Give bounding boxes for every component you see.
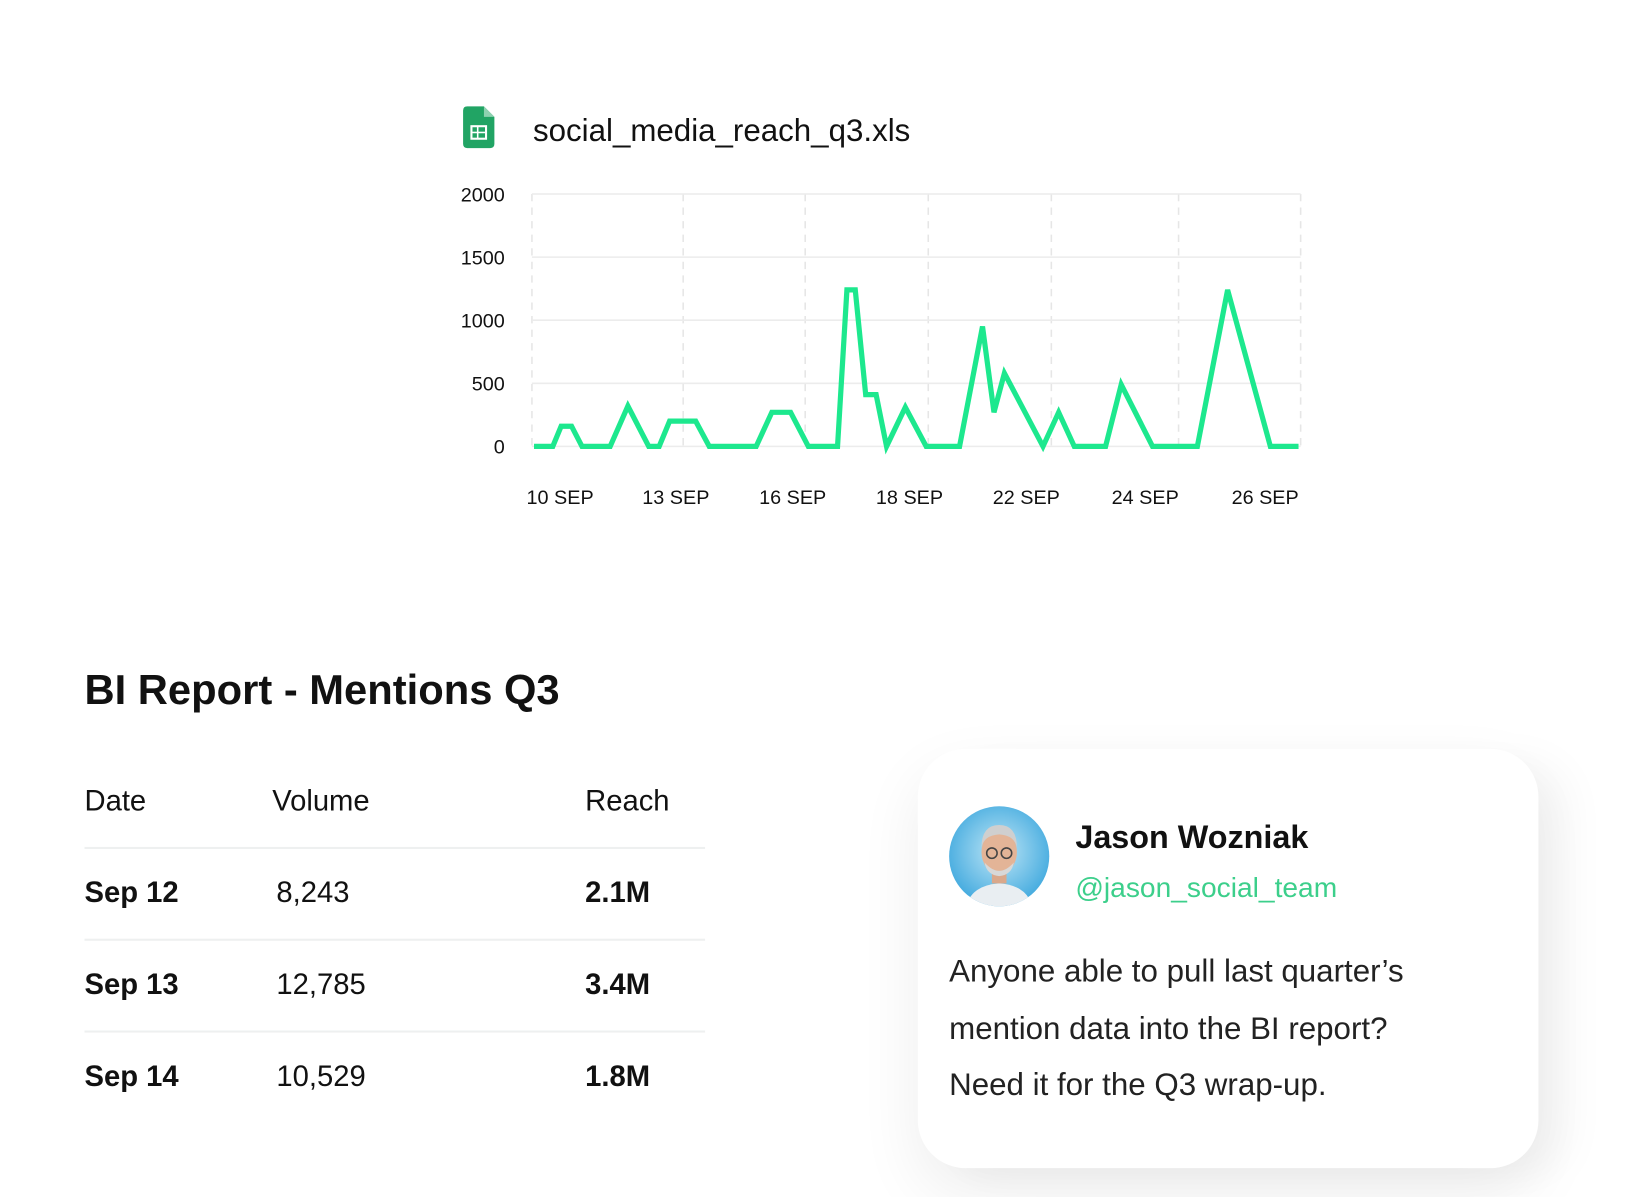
row-divider — [84, 846, 706, 850]
table-cell: 2.1M — [585, 876, 651, 909]
table-cell: 10,529 — [276, 1059, 366, 1093]
column-header: Date — [84, 784, 147, 817]
row-divider — [84, 1030, 706, 1033]
table-cell: Sep 14 — [84, 1059, 179, 1093]
report-title: BI Report - Mentions Q3 — [84, 667, 560, 714]
column-header: Reach — [585, 784, 670, 817]
chart: social_media_reach_q3.xls 0 500 1000 1500 20… — [461, 106, 1302, 509]
message-line: Anyone able to pull last quarter’s — [949, 954, 1404, 989]
table-cell: 8,243 — [276, 876, 350, 909]
author-name: Jason Wozniak — [1075, 818, 1309, 856]
y-tick-label: 1000 — [461, 311, 505, 333]
x-tick-label: 13 SEP — [642, 487, 709, 509]
data-line — [534, 287, 1299, 455]
y-tick-label: 1500 — [461, 247, 505, 269]
x-tick-label: 26 SEP — [1232, 487, 1299, 509]
row-divider — [84, 938, 706, 941]
table-cell: Sep 13 — [84, 967, 179, 1001]
message-line: mention data into the BI report? — [949, 1011, 1388, 1047]
chart-title: social_media_reach_q3.xls — [533, 113, 910, 148]
author-handle: @jason_social_team — [1075, 871, 1338, 904]
x-tick-label: 10 SEP — [527, 487, 594, 509]
x-tick-label: 22 SEP — [993, 487, 1060, 509]
x-tick-label: 18 SEP — [876, 487, 943, 509]
table-cell: 1.8M — [585, 1059, 651, 1093]
y-tick-label: 2000 — [461, 184, 505, 206]
y-tick-label: 0 — [494, 437, 505, 459]
x-tick-label: 24 SEP — [1112, 487, 1179, 509]
x-tick-label: 16 SEP — [759, 487, 826, 509]
y-tick-label: 500 — [472, 374, 505, 396]
table-cell: 12,785 — [276, 967, 366, 1001]
column-header: Volume — [272, 784, 370, 817]
avatar — [949, 806, 1050, 907]
message-line: Need it for the Q3 wrap-up. — [949, 1068, 1327, 1103]
table-cell: 3.4M — [585, 967, 651, 1001]
file-icon — [463, 106, 495, 149]
table-cell: Sep 12 — [84, 876, 179, 909]
